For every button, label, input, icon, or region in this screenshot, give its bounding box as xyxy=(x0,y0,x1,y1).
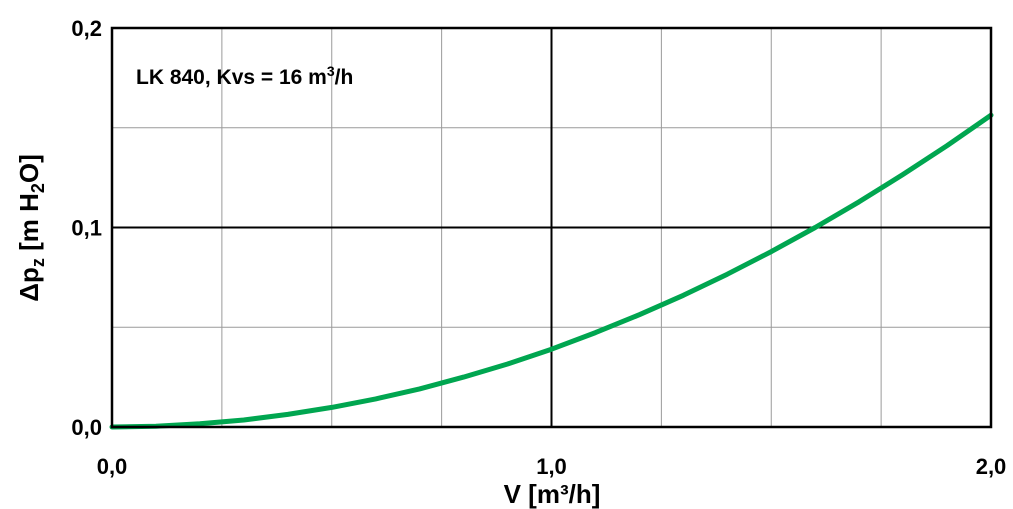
x-tick-label: 1,0 xyxy=(536,454,567,479)
series-line xyxy=(109,112,994,430)
chart-annotation: LK 840, Kvs = 16 m3/h xyxy=(136,63,353,89)
y-tick-label: 0,0 xyxy=(71,415,102,440)
x-tick-label: 0,0 xyxy=(97,454,128,479)
y-axis-label: Δpz [m H2O] xyxy=(14,154,48,301)
plot-frame xyxy=(110,26,993,429)
x-tick-label: 2,0 xyxy=(976,454,1007,479)
y-tick-label: 0,1 xyxy=(71,216,102,241)
x-axis-label: V [m³/h] xyxy=(504,479,601,509)
x-tick-labels: 0,0 1,0 2,0 xyxy=(97,454,1007,479)
major-grid xyxy=(112,28,991,427)
y-tick-label: 0,2 xyxy=(71,16,102,41)
y-tick-labels: 0,0 0,1 0,2 xyxy=(71,16,102,440)
